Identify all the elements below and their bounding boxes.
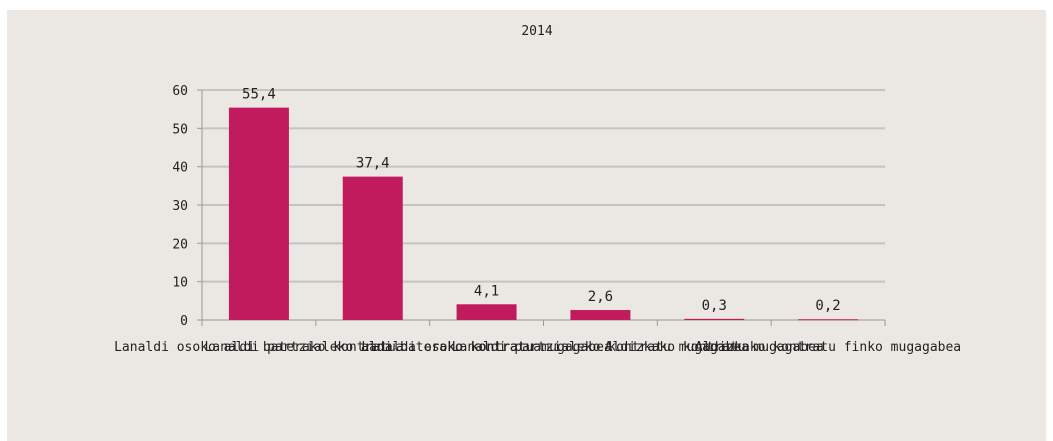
axes: 0 10 20 30 40 50 60 [172,84,886,329]
bar [684,318,745,320]
y-tick-label: 30 [172,199,188,214]
category-label: Lanaldi partzialeko aldi baterako kontra… [204,340,541,355]
bar [228,107,289,320]
y-tick-label: 10 [172,276,188,291]
bar [342,176,403,320]
category-label: Lanaldi partzialeko kontratu mugagabea [452,340,749,355]
category-labels: Lanaldi osoko aldi baterako kontratuaLan… [114,340,961,355]
grid-lines [202,89,885,283]
data-label: 0,2 [815,298,840,314]
data-label: 37,4 [356,156,390,172]
y-tick-label: 60 [172,84,188,99]
y-tick-label: 0 [180,314,188,329]
bar [570,310,631,320]
data-label: 2,6 [588,289,613,305]
category-label: Lanaldi osoko aldi baterako kontratua [114,340,404,355]
y-tick-label: 20 [172,237,188,252]
bar [456,304,517,320]
category-label: Aldizkako kontratu mugagabea [605,340,824,355]
data-label: 4,1 [474,283,499,299]
category-label: Aldizkako kontratu finko mugagabea [695,340,961,355]
data-label: 0,3 [702,298,727,314]
y-tick-label: 50 [172,122,188,137]
y-tick-label: 40 [172,161,188,176]
data-labels: 55,4 37,4 4,1 2,6 0,3 0,2 [242,87,841,315]
bar [798,319,859,321]
data-label: 55,4 [242,87,276,103]
bars [228,107,859,321]
chart-frame: 2014 0 10 20 30 40 50 60 55,4 37,4 4,1 2,6 0,3 0,2 … [7,10,1046,441]
category-label: Lanaldi osoko kontratu mugagabea [361,340,611,355]
chart-title: 2014 [521,24,552,39]
